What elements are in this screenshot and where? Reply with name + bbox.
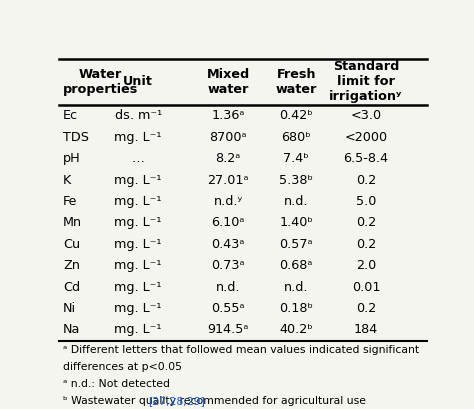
Text: Ec: Ec [63, 109, 78, 122]
Text: 6.10ᵃ: 6.10ᵃ [211, 216, 245, 229]
Text: 27.01ᵃ: 27.01ᵃ [208, 173, 249, 187]
Text: Standard
limit for
irrigationʸ: Standard limit for irrigationʸ [329, 61, 403, 103]
Text: [27,28,29]: [27,28,29] [148, 396, 205, 407]
Text: 1.36ᵃ: 1.36ᵃ [211, 109, 245, 122]
Text: ᵃ n.d.: Not detected: ᵃ n.d.: Not detected [63, 379, 170, 389]
Text: mg. L⁻¹: mg. L⁻¹ [115, 302, 162, 315]
Text: 0.2: 0.2 [356, 238, 376, 251]
Text: differences at p<0.05: differences at p<0.05 [63, 362, 182, 372]
Text: mg. L⁻¹: mg. L⁻¹ [115, 238, 162, 251]
Text: Unit: Unit [123, 75, 153, 88]
Text: Cu: Cu [63, 238, 80, 251]
Text: mg. L⁻¹: mg. L⁻¹ [115, 281, 162, 294]
Text: 0.01: 0.01 [352, 281, 380, 294]
Text: mg. L⁻¹: mg. L⁻¹ [115, 131, 162, 144]
Text: Ni: Ni [63, 302, 76, 315]
Text: <2000: <2000 [345, 131, 388, 144]
Text: 0.43ᵃ: 0.43ᵃ [211, 238, 245, 251]
Text: n.d.: n.d. [284, 195, 309, 208]
Text: 184: 184 [354, 324, 378, 337]
Text: 6.5-8.4: 6.5-8.4 [344, 152, 389, 165]
Text: 0.73ᵃ: 0.73ᵃ [211, 259, 245, 272]
Text: 680ᵇ: 680ᵇ [281, 131, 311, 144]
Text: Mixed
water: Mixed water [207, 68, 250, 96]
Text: mg. L⁻¹: mg. L⁻¹ [115, 259, 162, 272]
Text: 0.55ᵃ: 0.55ᵃ [211, 302, 245, 315]
Text: Water
properties: Water properties [63, 68, 138, 96]
Text: ᵃ Different letters that followed mean values indicated significant: ᵃ Different letters that followed mean v… [63, 344, 419, 355]
Text: mg. L⁻¹: mg. L⁻¹ [115, 216, 162, 229]
Text: 0.2: 0.2 [356, 302, 376, 315]
Text: …: … [132, 152, 145, 165]
Text: 0.2: 0.2 [356, 216, 376, 229]
Text: 2.0: 2.0 [356, 259, 376, 272]
Text: ds. m⁻¹: ds. m⁻¹ [115, 109, 162, 122]
Text: 40.2ᵇ: 40.2ᵇ [279, 324, 313, 337]
Text: mg. L⁻¹: mg. L⁻¹ [115, 173, 162, 187]
Text: n.d.: n.d. [216, 281, 240, 294]
Text: Mn: Mn [63, 216, 82, 229]
Text: mg. L⁻¹: mg. L⁻¹ [115, 324, 162, 337]
Text: 0.68ᵃ: 0.68ᵃ [280, 259, 313, 272]
Text: Fe: Fe [63, 195, 77, 208]
Text: Cd: Cd [63, 281, 80, 294]
Text: 0.42ᵇ: 0.42ᵇ [279, 109, 313, 122]
Text: 914.5ᵃ: 914.5ᵃ [208, 324, 249, 337]
Text: mg. L⁻¹: mg. L⁻¹ [115, 195, 162, 208]
Text: 0.57ᵃ: 0.57ᵃ [280, 238, 313, 251]
Text: pH: pH [63, 152, 81, 165]
Text: <3.0: <3.0 [350, 109, 382, 122]
Text: Fresh
water: Fresh water [275, 68, 317, 96]
Text: 1.40ᵇ: 1.40ᵇ [279, 216, 313, 229]
Text: 7.4ᵇ: 7.4ᵇ [283, 152, 309, 165]
Text: 0.18ᵇ: 0.18ᵇ [279, 302, 313, 315]
Text: ᵇ Wastewater quality recommended for agricultural use: ᵇ Wastewater quality recommended for agr… [63, 396, 369, 407]
Text: Na: Na [63, 324, 80, 337]
Text: 8700ᵃ: 8700ᵃ [210, 131, 247, 144]
Text: 0.2: 0.2 [356, 173, 376, 187]
Text: K: K [63, 173, 71, 187]
Text: TDS: TDS [63, 131, 89, 144]
Text: 5.0: 5.0 [356, 195, 376, 208]
Text: Zn: Zn [63, 259, 80, 272]
Text: n.d.: n.d. [284, 281, 309, 294]
Text: 8.2ᵃ: 8.2ᵃ [216, 152, 241, 165]
Text: n.d.ʸ: n.d.ʸ [214, 195, 243, 208]
Text: 5.38ᵇ: 5.38ᵇ [279, 173, 313, 187]
